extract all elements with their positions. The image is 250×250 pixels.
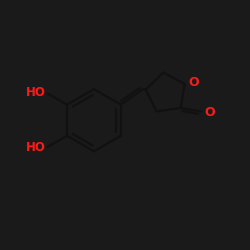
Text: HO: HO <box>26 86 46 99</box>
Text: O: O <box>204 106 215 119</box>
Text: HO: HO <box>26 141 46 154</box>
Text: O: O <box>188 76 198 89</box>
